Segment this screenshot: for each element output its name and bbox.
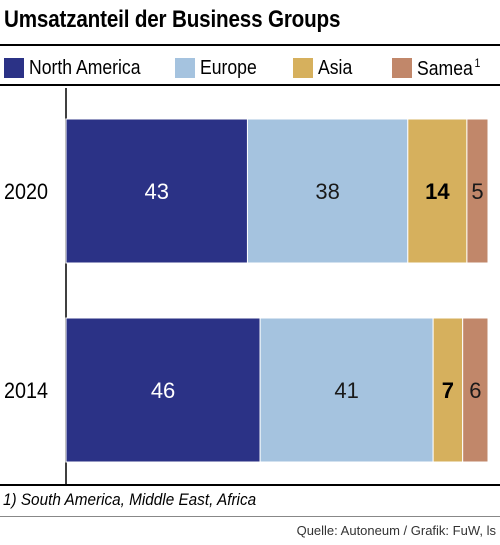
legend-item-samea: Samea 1 <box>392 55 489 81</box>
source-credit: Quelle: Autoneum / Grafik: FuW, ls <box>296 523 496 538</box>
legend-label-north-america: North America <box>29 56 141 79</box>
bar-europe-2014 <box>259 317 434 463</box>
chart-bottom-rule <box>0 484 500 486</box>
legend-item-europe: Europe <box>175 55 265 81</box>
data-label-north-america-2014: 46 <box>151 378 175 403</box>
data-label-north-america-2020: 43 <box>144 179 168 204</box>
data-label-europe-2020: 38 <box>315 179 339 204</box>
category-label-2020: 2020 <box>4 179 48 204</box>
bar-europe-2020 <box>246 118 409 264</box>
legend-footnote-marker: 1 <box>474 55 481 70</box>
title-rule <box>0 44 500 46</box>
legend: North America Europe Asia Samea 1 <box>0 53 500 83</box>
bar-north-america-2020 <box>65 118 248 264</box>
data-label-samea-2020: 5 <box>471 179 483 204</box>
source-rule <box>0 516 500 517</box>
chart-title: Umsatzanteil der Business Groups <box>4 6 341 33</box>
data-label-asia-2020: 14 <box>425 179 450 204</box>
legend-swatch-north-america <box>4 58 24 78</box>
legend-label-samea-text: Samea <box>417 57 473 80</box>
legend-label-europe: Europe <box>200 56 257 79</box>
bar-samea-2014 <box>462 317 489 463</box>
footnote: 1) South America, Middle East, Africa <box>3 490 257 509</box>
bar-asia-2020 <box>407 118 468 264</box>
category-label-2014: 2014 <box>4 378 48 403</box>
bar-asia-2014 <box>432 317 464 463</box>
data-label-europe-2014: 41 <box>334 378 358 403</box>
stacked-bar-chart: 2020 43 38 14 5 2014 46 41 7 6 <box>4 88 489 484</box>
bar-north-america-2014 <box>65 317 261 463</box>
legend-swatch-asia <box>293 58 313 78</box>
data-label-samea-2014: 6 <box>469 378 481 403</box>
legend-item-asia: Asia <box>293 55 357 81</box>
legend-swatch-samea <box>392 58 412 78</box>
legend-swatch-europe <box>175 58 195 78</box>
data-label-asia-2014: 7 <box>442 378 454 403</box>
legend-label-samea: Samea 1 <box>417 56 480 81</box>
bar-samea-2020 <box>466 118 489 264</box>
legend-rule <box>0 84 500 86</box>
legend-item-north-america: North America <box>4 55 156 81</box>
legend-label-asia: Asia <box>318 56 353 79</box>
